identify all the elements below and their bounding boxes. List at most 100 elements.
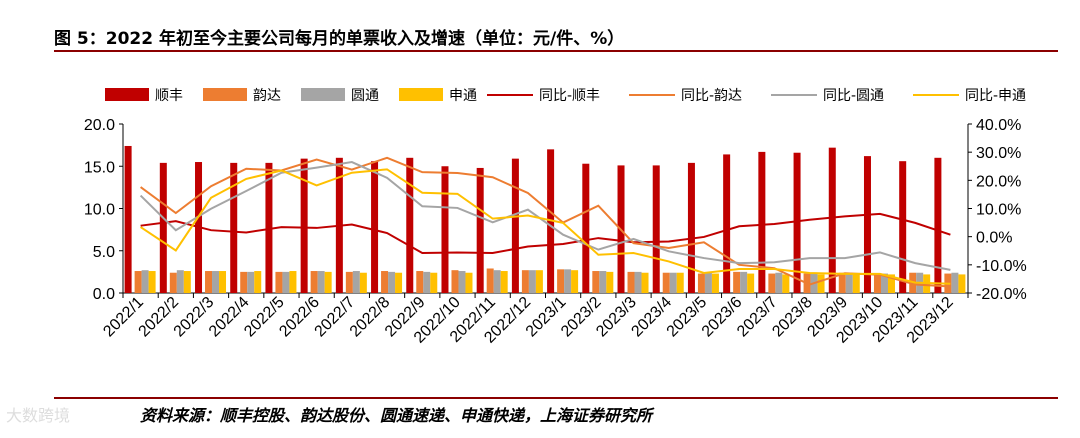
line-同比-申通	[140, 168, 951, 285]
bar-顺丰	[863, 156, 871, 293]
top-rule	[54, 50, 1058, 52]
bottom-rule	[54, 397, 1058, 399]
line-同比-顺丰	[140, 212, 951, 255]
bar-韵达	[557, 269, 565, 293]
bar-韵达	[416, 271, 424, 293]
bar-圆通	[176, 270, 184, 293]
bar-顺丰	[687, 162, 695, 293]
bar-申通	[782, 274, 790, 293]
legend-swatch-顺丰	[105, 88, 149, 101]
bar-申通	[571, 270, 579, 293]
bar-顺丰	[300, 158, 308, 293]
right-tick-label: 30.0%	[976, 145, 1021, 162]
bar-顺丰	[758, 151, 766, 293]
bar-顺丰	[723, 154, 731, 293]
bar-韵达	[169, 272, 177, 293]
bar-申通	[289, 271, 297, 293]
legend-swatch-申通	[399, 88, 443, 101]
bar-申通	[324, 271, 332, 293]
bar-申通	[219, 271, 227, 293]
bar-顺丰	[793, 152, 801, 293]
bar-申通	[817, 274, 825, 293]
bar-顺丰	[371, 161, 379, 293]
bar-圆通	[740, 271, 748, 293]
legend-swatch-韵达	[203, 88, 247, 101]
bar-圆通	[951, 272, 959, 293]
bar-申通	[535, 270, 543, 293]
bar-韵达	[345, 271, 353, 293]
bar-圆通	[317, 271, 325, 293]
bar-圆通	[458, 271, 466, 293]
bar-顺丰	[265, 162, 273, 293]
legend-label: 圆通	[351, 88, 379, 104]
bar-顺丰	[230, 162, 238, 293]
bar-圆通	[564, 269, 572, 293]
bar-申通	[606, 271, 614, 293]
watermark: 大数跨境	[6, 406, 71, 425]
bar-圆通	[141, 270, 149, 293]
left-tick-label: 10.0	[84, 202, 115, 219]
left-tick-label: 5.0	[93, 244, 115, 261]
bar-圆通	[528, 270, 536, 293]
bar-顺丰	[476, 167, 484, 293]
bar-韵达	[240, 271, 248, 293]
bar-圆通	[599, 271, 607, 293]
bar-韵达	[838, 272, 846, 293]
bar-韵达	[205, 271, 213, 293]
bar-圆通	[388, 271, 396, 293]
bar-顺丰	[582, 163, 590, 293]
bar-韵达	[592, 271, 600, 293]
bar-圆通	[634, 271, 642, 293]
bar-顺丰	[828, 147, 836, 293]
right-tick-label: 40.0%	[976, 117, 1021, 134]
bar-顺丰	[124, 145, 132, 293]
bar-顺丰	[406, 157, 414, 293]
bar-申通	[711, 273, 719, 293]
bar-顺丰	[652, 165, 660, 293]
bar-申通	[747, 273, 755, 293]
bar-申通	[254, 271, 262, 293]
right-tick-label: -10.0%	[976, 258, 1027, 275]
bar-圆通	[845, 272, 853, 293]
legend-label: 韵达	[253, 88, 281, 104]
bar-圆通	[282, 271, 290, 293]
line-同比-圆通	[139, 160, 951, 271]
bar-圆通	[880, 273, 888, 293]
legend-swatch-圆通	[301, 88, 345, 101]
bar-顺丰	[441, 166, 449, 293]
right-tick-label: 0.0%	[976, 230, 1012, 247]
bar-申通	[465, 272, 473, 293]
bar-韵达	[381, 271, 389, 293]
bar-申通	[676, 272, 684, 293]
bar-申通	[430, 272, 438, 293]
bar-申通	[395, 272, 403, 293]
legend-label: 同比-韵达	[681, 88, 742, 104]
bar-韵达	[873, 273, 881, 293]
bar-韵达	[310, 271, 318, 293]
bar-圆通	[423, 271, 431, 293]
bar-韵达	[521, 270, 529, 293]
bar-圆通	[493, 270, 501, 293]
bar-韵达	[768, 273, 776, 293]
bar-圆通	[352, 271, 360, 293]
left-tick-label: 20.0	[84, 117, 115, 134]
legend-label: 申通	[449, 88, 477, 104]
left-tick-label: 15.0	[84, 159, 115, 176]
right-tick-label: 20.0%	[976, 173, 1021, 190]
bar-韵达	[451, 270, 459, 293]
legend-label: 同比-圆通	[823, 88, 884, 104]
source-note: 资料来源：顺丰控股、韵达股份、圆通速递、申通快递，上海证券研究所	[140, 406, 653, 425]
bar-圆通	[704, 272, 712, 293]
bar-圆通	[775, 272, 783, 293]
bar-顺丰	[511, 158, 519, 293]
bar-韵达	[627, 271, 635, 293]
bar-申通	[887, 274, 895, 293]
left-tick-label: 0.0	[93, 286, 115, 303]
legend-label: 同比-申通	[965, 88, 1026, 104]
bar-韵达	[662, 272, 670, 293]
bar-申通	[359, 272, 367, 293]
bar-申通	[500, 271, 508, 293]
bar-韵达	[275, 271, 283, 293]
bar-申通	[183, 271, 191, 293]
